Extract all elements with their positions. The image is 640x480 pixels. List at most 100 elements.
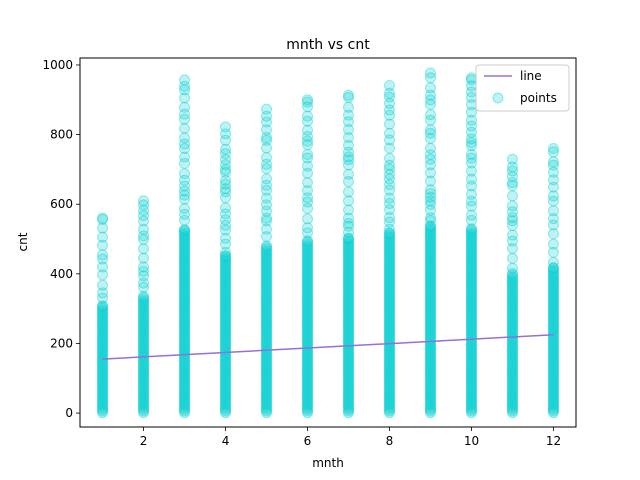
data-point <box>424 241 436 253</box>
data-point <box>220 313 232 325</box>
data-point <box>547 391 559 403</box>
data-point <box>261 375 273 387</box>
data-point <box>97 323 109 335</box>
data-point <box>424 220 436 232</box>
data-point <box>302 281 314 293</box>
data-point <box>342 304 354 316</box>
data-point <box>261 402 273 414</box>
data-point <box>261 318 273 330</box>
data-point <box>342 267 354 279</box>
data-point <box>424 234 436 246</box>
data-point <box>547 353 559 365</box>
data-point <box>179 285 191 297</box>
data-point <box>506 341 518 353</box>
data-point <box>138 342 150 354</box>
data-point <box>506 356 518 368</box>
data-point <box>424 262 436 274</box>
data-point <box>97 402 109 414</box>
data-point <box>383 330 395 342</box>
data-point <box>179 113 191 125</box>
data-point <box>547 356 559 368</box>
data-point <box>547 375 559 387</box>
data-point <box>179 360 191 372</box>
data-point <box>424 124 436 136</box>
data-point <box>97 407 109 419</box>
data-point <box>424 233 436 245</box>
data-point <box>465 247 477 259</box>
data-point <box>506 323 518 335</box>
data-point <box>506 349 518 361</box>
data-point <box>97 349 109 361</box>
data-point <box>97 325 109 337</box>
data-point <box>383 192 395 204</box>
data-point <box>342 297 354 309</box>
data-point <box>342 325 354 337</box>
data-point-max <box>179 74 191 86</box>
data-point <box>342 250 354 262</box>
data-point <box>424 276 436 288</box>
data-point <box>506 267 518 279</box>
data-point <box>342 280 354 292</box>
data-point <box>342 243 354 255</box>
data-point <box>465 287 477 299</box>
data-point <box>547 273 559 285</box>
data-point <box>302 334 314 346</box>
data-point <box>220 335 232 347</box>
data-point <box>179 231 191 243</box>
data-point <box>465 306 477 318</box>
data-point <box>424 149 436 161</box>
data-point <box>220 355 232 367</box>
data-point <box>220 332 232 344</box>
x-tick-label: 8 <box>386 434 394 448</box>
data-point <box>97 337 109 349</box>
data-point <box>302 335 314 347</box>
data-point <box>424 224 436 236</box>
data-point <box>424 299 436 311</box>
data-point <box>302 377 314 389</box>
x-tick-label: 12 <box>546 434 561 448</box>
data-point <box>424 398 436 410</box>
data-point <box>220 269 232 281</box>
data-point <box>261 355 273 367</box>
data-point <box>179 330 191 342</box>
data-point <box>383 229 395 241</box>
data-point <box>302 295 314 307</box>
data-point <box>506 287 518 299</box>
data-point <box>97 342 109 354</box>
data-point <box>383 290 395 302</box>
data-point <box>220 306 232 318</box>
data-point <box>342 374 354 386</box>
data-point <box>547 205 559 217</box>
data-point <box>547 238 559 250</box>
data-point <box>220 274 232 286</box>
data-point <box>97 360 109 372</box>
data-point <box>465 391 477 403</box>
data-point <box>179 323 191 335</box>
data-point <box>97 346 109 358</box>
data-point <box>220 304 232 316</box>
data-point <box>506 271 518 283</box>
data-point <box>302 243 314 255</box>
data-point <box>138 365 150 377</box>
data-point <box>138 209 150 221</box>
data-point <box>220 379 232 391</box>
data-point <box>138 337 150 349</box>
data-point <box>220 294 232 306</box>
data-point <box>97 330 109 342</box>
data-point <box>506 220 518 232</box>
data-point <box>547 285 559 297</box>
data-point <box>465 209 477 221</box>
data-point <box>179 400 191 412</box>
data-point <box>506 398 518 410</box>
data-point <box>220 330 232 342</box>
data-point <box>424 313 436 325</box>
data-point <box>302 304 314 316</box>
data-point <box>302 368 314 380</box>
data-point <box>547 274 559 286</box>
data-point <box>424 271 436 283</box>
data-point <box>506 177 518 189</box>
data-point <box>506 377 518 389</box>
data-point <box>506 393 518 405</box>
data-point <box>302 192 314 204</box>
data-point <box>302 320 314 332</box>
